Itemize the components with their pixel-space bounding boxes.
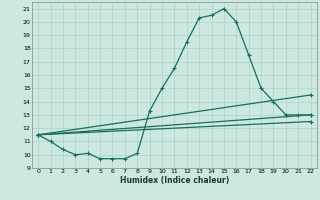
X-axis label: Humidex (Indice chaleur): Humidex (Indice chaleur) — [120, 176, 229, 185]
